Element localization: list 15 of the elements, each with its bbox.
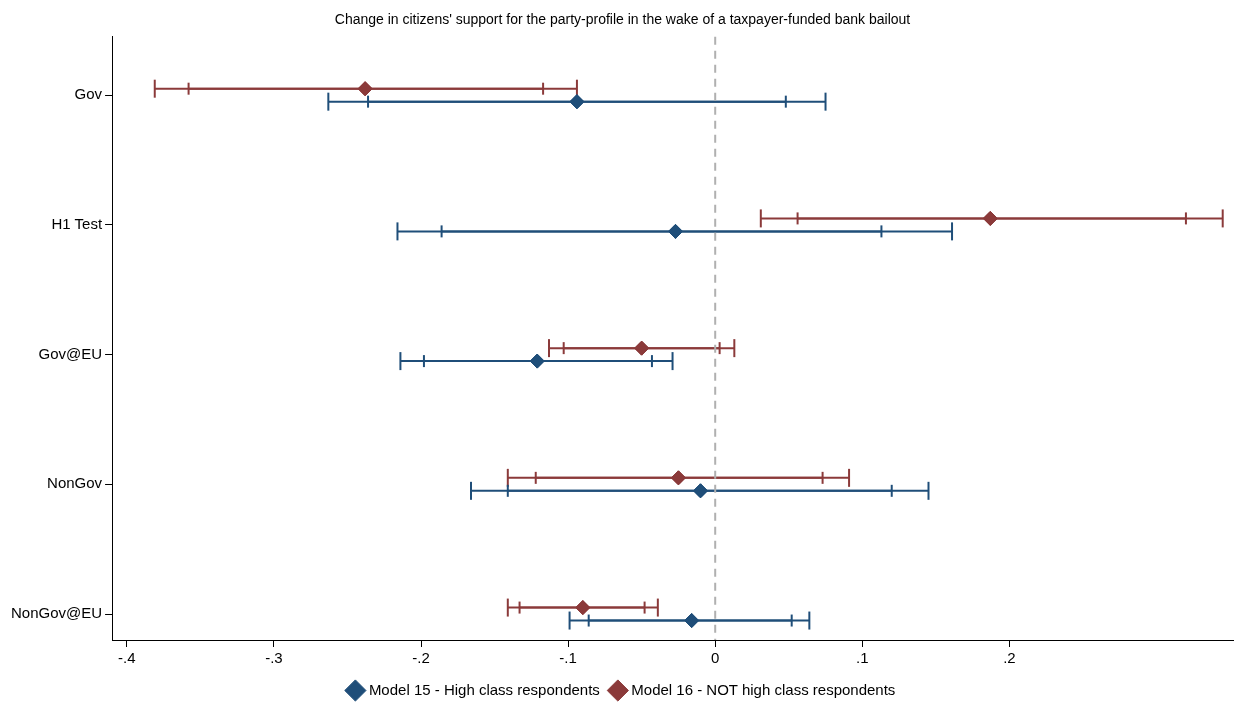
x-tick-label: .1	[856, 649, 869, 667]
y-tick-label: Gov@EU	[38, 344, 103, 362]
y-tick-label: H1 Test	[51, 215, 103, 233]
x-tick-label: -.1	[559, 649, 577, 667]
y-tick-label: Gov	[74, 85, 103, 103]
x-tick-label: -.4	[118, 649, 136, 667]
y-tick-label: NonGov	[47, 474, 103, 492]
x-tick-label: 0	[711, 649, 720, 667]
legend-label: Model 15 - High class respondents	[368, 680, 600, 698]
x-tick-label: -.3	[265, 649, 283, 667]
chart-title: Change in citizens' support for the party-profile in the wake of a taxpayer-funded bank bailout	[334, 11, 911, 28]
y-tick-label: NonGov@EU	[11, 604, 103, 622]
legend-label: Model 16 - NOT high class respondents	[631, 680, 896, 698]
x-tick-label: -.2	[412, 649, 430, 667]
x-tick-label: .2	[1003, 649, 1016, 667]
